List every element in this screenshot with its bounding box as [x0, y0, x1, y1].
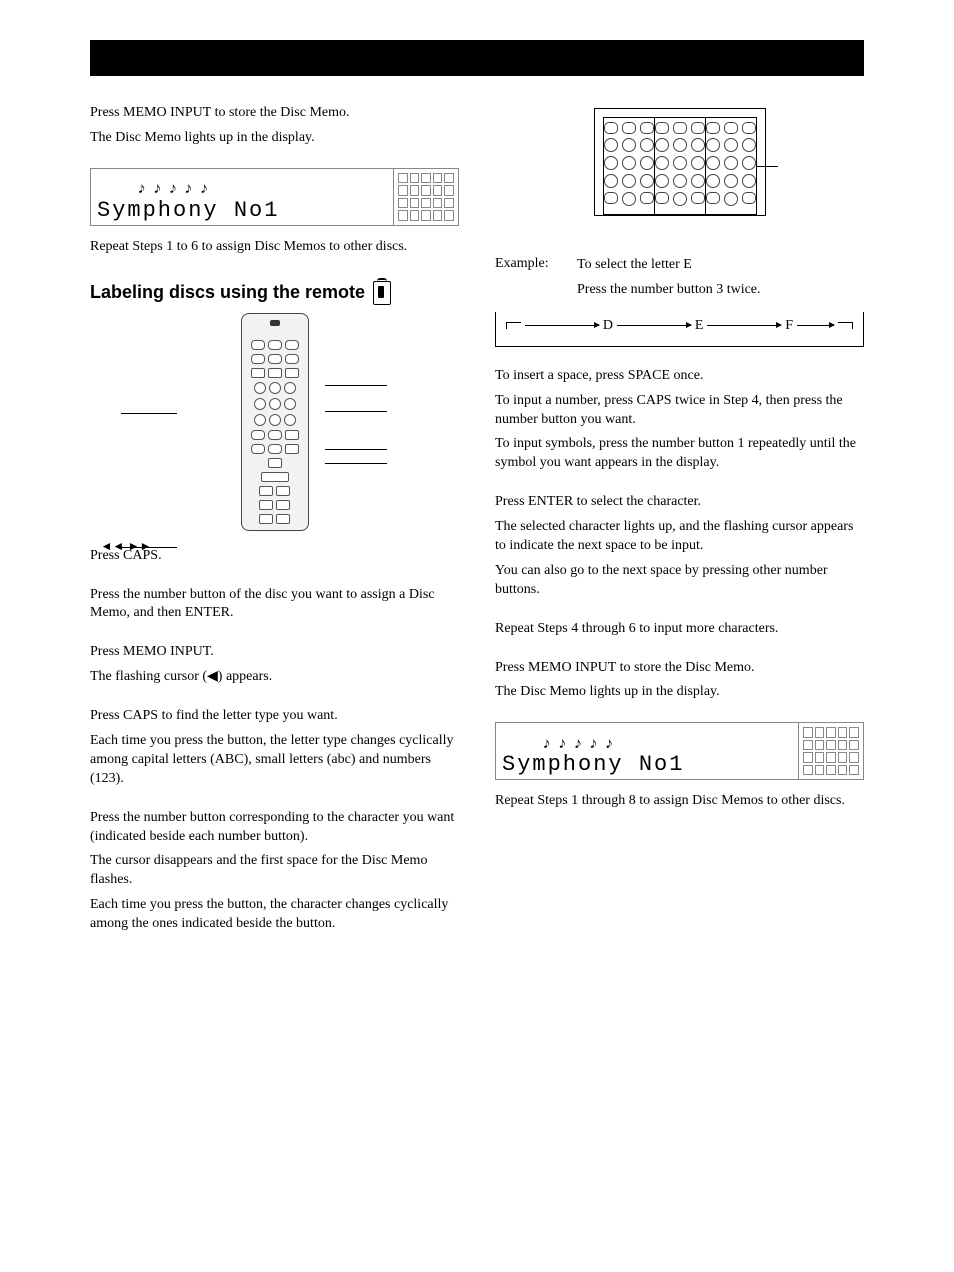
repeat-1-8: Repeat Steps 1 through 8 to assign Disc … — [495, 792, 864, 811]
lcd-text: Symphony No1 — [97, 199, 387, 223]
lcd-grid — [798, 723, 863, 779]
example-line-1: To select the letter E — [577, 256, 761, 275]
right-column: Example: To select the letter E Press th… — [495, 104, 864, 954]
leader-line — [325, 463, 387, 464]
section-heading: Labeling discs using the remote — [90, 281, 459, 305]
step-3b: The flashing cursor (◀) appears. — [90, 668, 459, 687]
text-repeat-1-6: Repeat Steps 1 to 6 to assign Disc Memos… — [90, 238, 459, 257]
header-black-bar — [90, 40, 864, 76]
cycle-char-e: E — [695, 318, 704, 334]
lcd-display-1: ♪♪♪♪♪ Symphony No1 — [90, 168, 459, 226]
guide-symbols: To input symbols, press the number butto… — [495, 435, 864, 473]
left-column: Press MEMO INPUT to store the Disc Memo.… — [90, 104, 459, 954]
enter-2: The selected character lights up, and th… — [495, 518, 864, 556]
character-cycle-figure: D E F — [495, 312, 864, 347]
lcd-display-2: ♪♪♪♪♪ Symphony No1 — [495, 722, 864, 780]
example-line-2: Press the number button 3 twice. — [577, 281, 761, 300]
leader-line — [325, 449, 387, 450]
section-heading-text: Labeling discs using the remote — [90, 282, 365, 303]
repeat-4-6: Repeat Steps 4 through 6 to input more c… — [495, 620, 864, 639]
lcd-disc-icons: ♪♪♪♪♪ — [97, 181, 387, 199]
step-3a: Press MEMO INPUT. — [90, 643, 459, 662]
leader-line — [325, 385, 387, 386]
cycle-char-d: D — [603, 318, 613, 334]
enter-1: Press ENTER to select the character. — [495, 493, 864, 512]
guide-number: To input a number, press CAPS twice in S… — [495, 392, 864, 430]
lcd-disc-icons: ♪♪♪♪♪ — [502, 736, 792, 754]
remote-body — [241, 313, 309, 531]
guide-space: To insert a space, press SPACE once. — [495, 367, 864, 386]
step-4a: Press CAPS to find the letter type you w… — [90, 707, 459, 726]
step-5c: Each time you press the button, the char… — [90, 896, 459, 934]
step-4b: Each time you press the button, the lett… — [90, 732, 459, 789]
store-1: Press MEMO INPUT to store the Disc Memo. — [495, 659, 864, 678]
cycle-char-f: F — [785, 318, 793, 334]
step-5b: The cursor disappears and the first spac… — [90, 852, 459, 890]
store-2: The Disc Memo lights up in the display. — [495, 683, 864, 702]
lcd-grid — [393, 169, 458, 225]
enter-3: You can also go to the next space by pre… — [495, 562, 864, 600]
leader-line — [325, 411, 387, 412]
arrows-label: ◄◄ ►► — [101, 539, 152, 553]
step-5a: Press the number button corresponding to… — [90, 809, 459, 847]
remote-number-pad-figure — [495, 108, 864, 216]
step-2: Press the number button of the disc you … — [90, 586, 459, 624]
leader-line — [756, 166, 778, 167]
text-store-2: The Disc Memo lights up in the display. — [90, 129, 459, 148]
example-label: Example: — [495, 256, 565, 306]
lcd-text: Symphony No1 — [502, 753, 792, 777]
remote-figure: ◄◄ ►► — [175, 313, 375, 531]
leader-line — [121, 413, 177, 414]
text-store-1: Press MEMO INPUT to store the Disc Memo. — [90, 104, 459, 123]
remote-icon — [373, 281, 391, 305]
